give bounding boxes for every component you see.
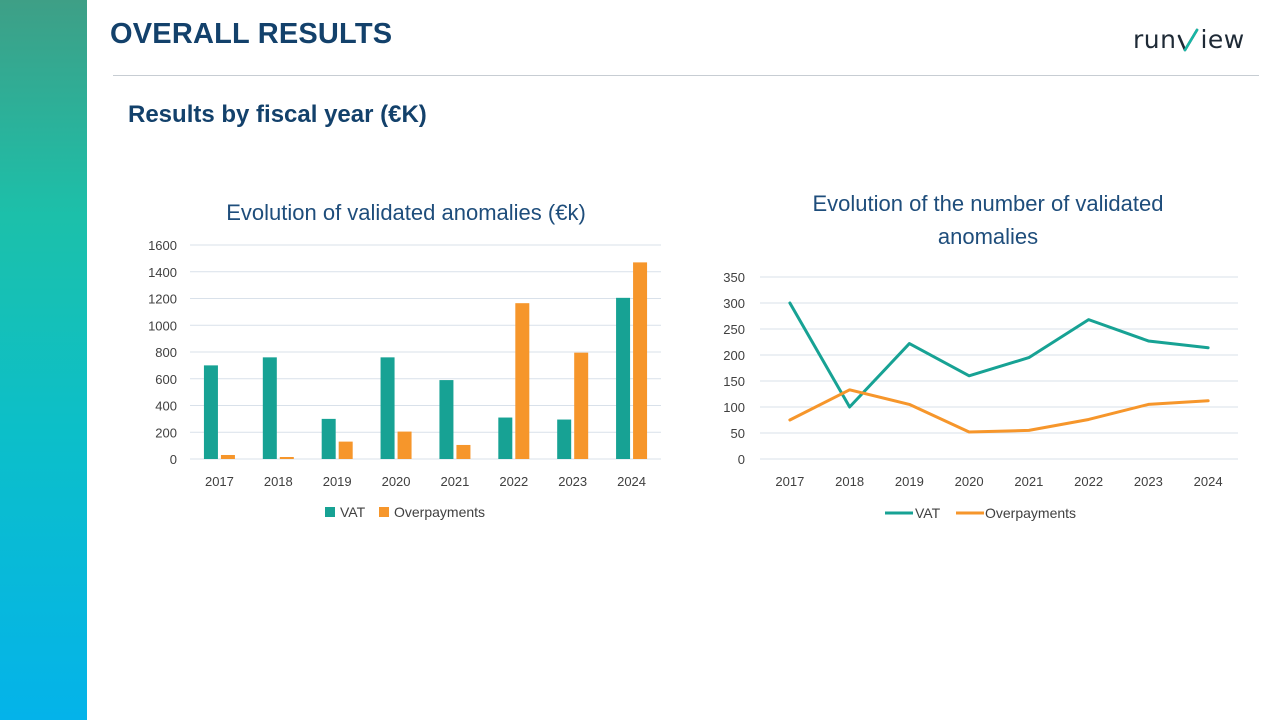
bar-y-tick-label: 600 [155, 372, 177, 387]
line-x-tick-label: 2018 [835, 474, 864, 489]
section-title: Results by fiscal year (€K) [128, 101, 427, 128]
line-x-tick-label: 2020 [955, 474, 984, 489]
bar-y-tick-label: 1000 [148, 318, 177, 333]
bar-x-tick-label: 2019 [323, 474, 352, 489]
runview-logo: run iew [1133, 22, 1263, 54]
legend-label-overpayments: Overpayments [985, 505, 1076, 521]
line-chart-title-line-2: anomalies [938, 224, 1038, 249]
sidebar-gradient-band [0, 0, 87, 720]
line-x-tick-label: 2023 [1134, 474, 1163, 489]
header-divider [113, 75, 1259, 76]
line-series-overpayments [788, 388, 1210, 434]
logo-text-right: iew [1200, 25, 1245, 54]
bar-x-tick-label: 2017 [205, 474, 234, 489]
bar-x-tick-label: 2018 [264, 474, 293, 489]
line-y-tick-label: 250 [723, 322, 745, 337]
line-y-tick-label: 100 [723, 400, 745, 415]
line-x-tick-label: 2017 [775, 474, 804, 489]
bar-overpayments-2024 [633, 262, 648, 459]
bar-overpayments-2019 [338, 441, 353, 459]
legend-label-vat: VAT [915, 505, 941, 521]
bar-overpayments-2020 [397, 431, 412, 459]
bar-y-tick-label: 200 [155, 425, 177, 440]
bar-x-tick-label: 2021 [440, 474, 469, 489]
line-x-tick-label: 2024 [1194, 474, 1223, 489]
bar-y-tick-label: 1200 [148, 292, 177, 307]
line-series-vat [788, 301, 1210, 409]
bar-x-tick-label: 2022 [499, 474, 528, 489]
bar-vat-2024 [616, 297, 631, 459]
bar-overpayments-2018 [279, 456, 294, 459]
bar-y-tick-label: 800 [155, 345, 177, 360]
legend-swatch-vat [325, 507, 335, 517]
bar-y-tick-label: 0 [170, 452, 177, 467]
legend-label-vat: VAT [340, 504, 366, 520]
line-y-tick-label: 300 [723, 296, 745, 311]
line-chart-legend: VAT Overpayments [885, 505, 1076, 521]
bar-y-tick-label: 1600 [148, 238, 177, 253]
bar-y-tick-label: 1400 [148, 265, 177, 280]
bar-vat-2018 [262, 357, 277, 459]
line-y-tick-label: 50 [731, 426, 745, 441]
line-x-tick-label: 2022 [1074, 474, 1103, 489]
bar-vat-2022 [498, 417, 513, 459]
bar-x-tick-label: 2024 [617, 474, 646, 489]
bar-overpayments-2022 [515, 303, 530, 459]
bar-vat-2017 [203, 365, 218, 459]
line-chart-title-line-1: Evolution of the number of validated [812, 191, 1163, 216]
bar-vat-2019 [321, 418, 336, 459]
logo-text-left: run [1133, 25, 1177, 54]
bar-chart-title: Evolution of validated anomalies (€k) [226, 200, 586, 225]
bar-vat-2020 [380, 357, 395, 459]
line-y-tick-label: 350 [723, 270, 745, 285]
bar-overpayments-2017 [220, 454, 235, 459]
bar-y-tick-label: 400 [155, 399, 177, 414]
line-x-tick-label: 2019 [895, 474, 924, 489]
bar-chart-legend: VAT Overpayments [325, 504, 485, 520]
line-y-tick-label: 150 [723, 374, 745, 389]
line-y-tick-label: 0 [738, 452, 745, 467]
line-y-tick-label: 200 [723, 348, 745, 363]
bar-x-tick-label: 2023 [558, 474, 587, 489]
bar-overpayments-2023 [574, 352, 589, 459]
logo-check-icon [1178, 28, 1199, 52]
page-title: OVERALL RESULTS [110, 18, 393, 50]
bar-vat-2023 [557, 419, 572, 459]
bar-overpayments-2021 [456, 444, 471, 459]
bar-x-tick-label: 2020 [382, 474, 411, 489]
line-x-tick-label: 2021 [1014, 474, 1043, 489]
line-chart: Evolution of the number of validated ano… [723, 191, 1238, 521]
bar-vat-2021 [439, 380, 454, 459]
bar-chart: Evolution of validated anomalies (€k) 0 2… [148, 200, 661, 520]
legend-label-overpayments: Overpayments [394, 504, 485, 520]
legend-swatch-overpayments [379, 507, 389, 517]
